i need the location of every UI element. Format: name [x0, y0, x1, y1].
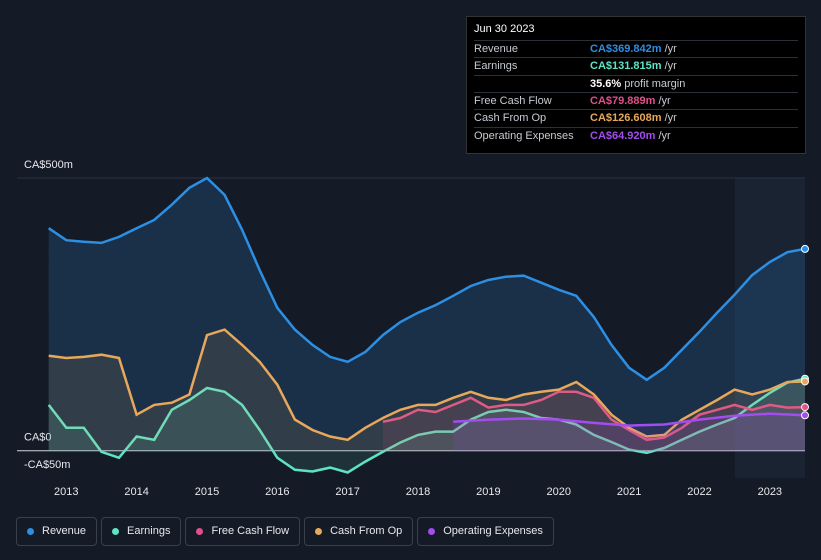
end-point — [801, 377, 809, 386]
tooltip-value: CA$126.608m/yr — [590, 110, 677, 127]
tooltip-label: Revenue — [474, 43, 519, 55]
chart: -CA$50m CA$0 CA$500m 2013 2014 2015 2016 2017 20… — [17, 159, 809, 498]
end-point — [801, 403, 809, 412]
legend-item[interactable]: Free Cash Flow — [185, 517, 301, 546]
y-tick-label: -CA$50m — [24, 459, 70, 471]
tooltip-suffix: /yr — [664, 43, 677, 55]
x-tick-label: 2016 — [265, 486, 289, 498]
tooltip-value-text: CA$131.815m — [590, 60, 662, 73]
legend-item[interactable]: Earnings — [101, 517, 182, 546]
tooltip-label: Earnings — [474, 60, 518, 73]
x-tick-label: 2020 — [547, 486, 571, 498]
end-point — [801, 244, 809, 253]
legend-label: Operating Expenses — [443, 525, 543, 537]
legend-dot — [112, 528, 120, 535]
x-tick-label: 2022 — [687, 486, 711, 498]
area — [453, 413, 805, 451]
end-point — [801, 411, 809, 420]
area — [382, 391, 805, 451]
tooltip-value-text: CA$64.920m — [590, 129, 656, 142]
y-tick-label: CA$0 — [24, 432, 52, 444]
tooltip-row: Operating Expenses CA$64.920m/yr — [474, 126, 798, 145]
tooltip-value-text: CA$126.608m — [590, 112, 662, 125]
legend-item[interactable]: Cash From Op — [304, 517, 414, 546]
tooltip-value: CA$79.889m/yr — [590, 93, 671, 110]
legend-label: Free Cash Flow — [211, 525, 290, 537]
legend-label: Earnings — [127, 525, 171, 537]
tooltip-label: Cash From Op — [474, 112, 547, 125]
legend-item[interactable]: Operating Expenses — [417, 517, 554, 546]
tooltip-value: CA$64.920m/yr — [590, 128, 671, 145]
legend-label: Cash From Op — [330, 525, 403, 537]
tooltip-value: CA$131.815m/yr — [590, 58, 677, 75]
tooltip-suffix: /yr — [664, 112, 677, 125]
legend-dot — [27, 528, 34, 535]
legend-item[interactable]: Revenue — [16, 517, 98, 546]
series-line — [453, 412, 806, 427]
area — [48, 178, 806, 451]
x-tick-label: 2023 — [758, 486, 782, 498]
legend-dot — [196, 528, 204, 535]
tooltip-label: Operating Expenses — [474, 129, 574, 142]
tooltip-row: Revenue CA$369.842m/yr — [474, 40, 798, 58]
x-tick-label: 2015 — [195, 486, 219, 498]
legend-dot — [315, 528, 323, 535]
tooltip-value-text: CA$369.842m — [590, 43, 662, 55]
tooltip-value-text: CA$79.889m — [590, 94, 656, 107]
tooltip-row: 35.6% profit margin — [474, 74, 798, 93]
x-tick-label: 2017 — [335, 486, 359, 498]
tooltip: Jun 30 2023 Revenue CA$369.842m/yr Earnings… — [466, 16, 806, 154]
tooltip-value: 35.6% profit margin — [590, 76, 685, 93]
x-tick-label: 2019 — [476, 486, 500, 498]
tooltip-suffix: /yr — [658, 129, 671, 142]
tooltip-suffix: profit margin — [624, 77, 686, 90]
x-tick-label: 2013 — [54, 486, 78, 498]
legend-dot — [428, 528, 436, 535]
tooltip-label: Free Cash Flow — [474, 94, 552, 107]
x-tick-label: 2021 — [617, 486, 641, 498]
forecast-band — [735, 178, 805, 478]
tooltip-value-text: 35.6% — [590, 77, 622, 90]
tooltip-value: CA$369.842m/yr — [590, 41, 677, 58]
tooltip-suffix: /yr — [658, 94, 671, 107]
legend-label: Revenue — [42, 525, 87, 537]
tooltip-row: Free Cash Flow CA$79.889m/yr — [474, 91, 798, 110]
tooltip-date: Jun 30 2023 — [474, 23, 535, 35]
tooltip-row: Earnings CA$131.815m/yr — [474, 57, 798, 75]
tooltip-row: Cash From Op CA$126.608m/yr — [474, 109, 798, 127]
series-line — [47, 176, 806, 382]
y-tick-label: CA$500m — [24, 159, 73, 171]
legend: Revenue Earnings Free Cash Flow Cash From O… — [16, 517, 554, 546]
area — [48, 329, 806, 451]
series-line — [382, 390, 806, 442]
x-tick-label: 2014 — [124, 486, 148, 498]
series-line — [47, 377, 806, 474]
tooltip-suffix: /yr — [664, 60, 677, 73]
x-tick-label: 2018 — [406, 486, 430, 498]
